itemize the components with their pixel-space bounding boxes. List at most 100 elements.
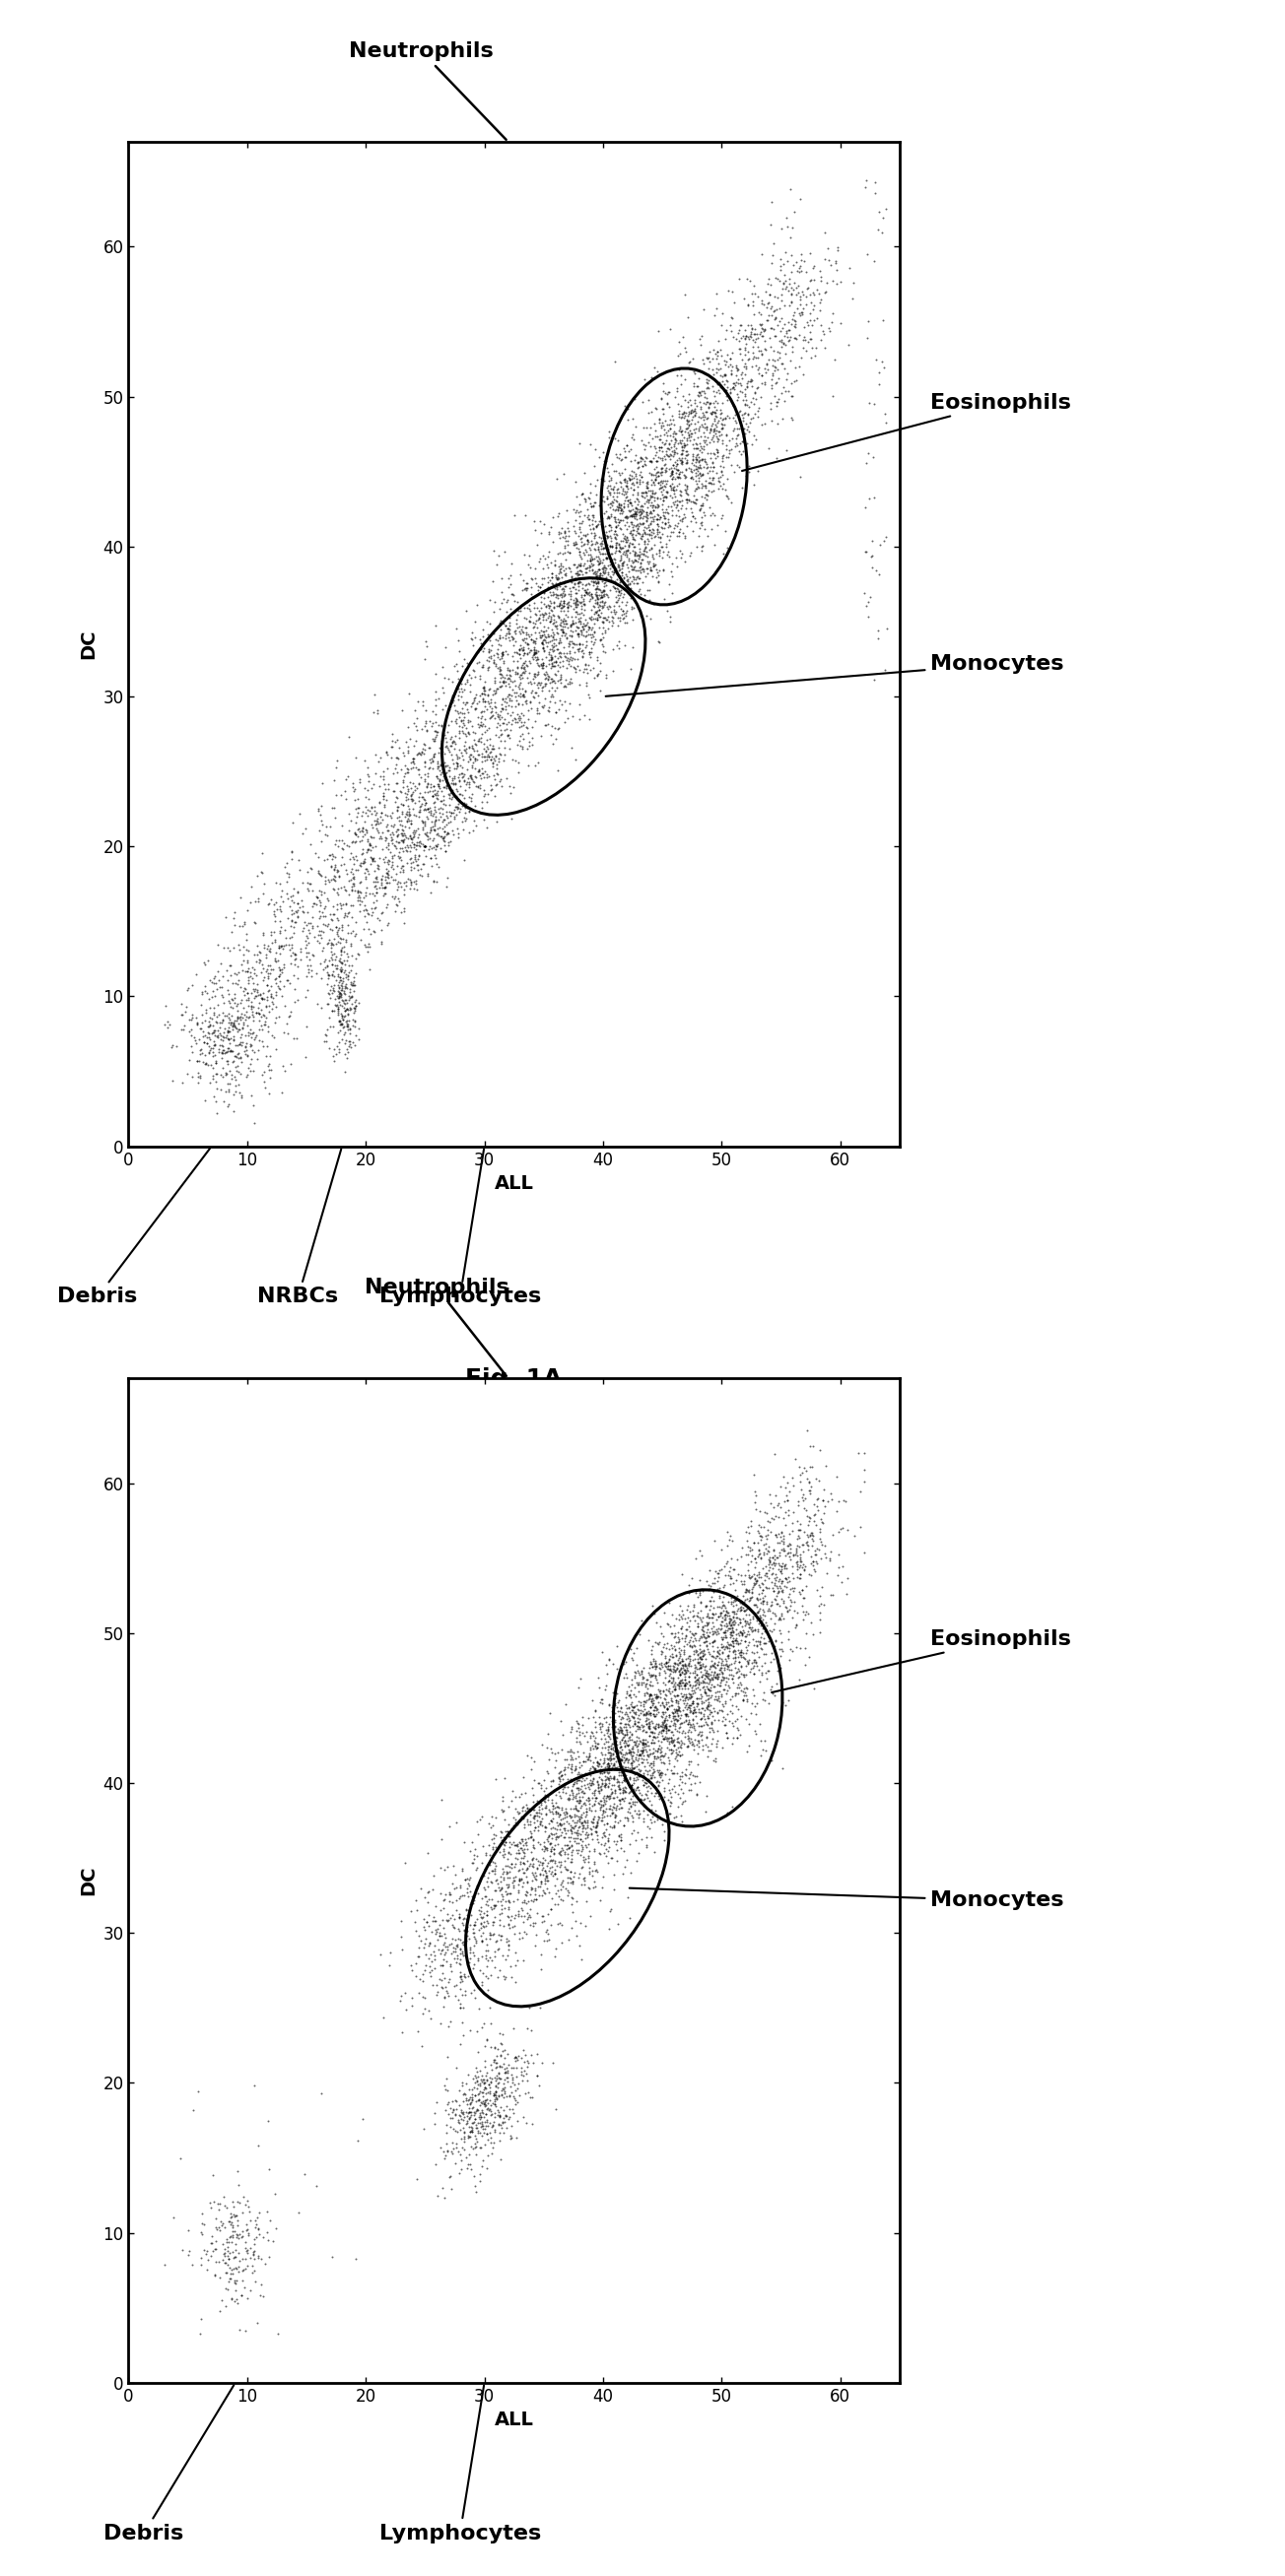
Point [654, 451, 675, 492]
Point [784, 1569, 804, 1610]
Point [591, 1703, 612, 1744]
Point [669, 1633, 690, 1674]
Point [560, 631, 581, 672]
Point [522, 672, 542, 714]
Point [708, 1631, 729, 1672]
Point [338, 1005, 359, 1046]
Point [609, 1747, 630, 1788]
Point [382, 796, 402, 837]
Point [649, 456, 669, 497]
Point [569, 1759, 590, 1801]
Point [794, 1486, 815, 1528]
Point [450, 1911, 470, 1953]
Point [518, 690, 538, 732]
Point [729, 1613, 749, 1654]
Point [675, 1695, 695, 1736]
Point [622, 1783, 642, 1824]
Point [352, 791, 373, 832]
Point [533, 611, 554, 652]
Point [756, 1528, 776, 1569]
Point [775, 1543, 795, 1584]
Point [756, 1633, 776, 1674]
Point [726, 1672, 747, 1713]
Point [509, 1850, 529, 1891]
Point [483, 1888, 504, 1929]
Point [204, 1020, 225, 1061]
Point [452, 809, 473, 850]
Point [792, 291, 812, 332]
Point [596, 1803, 617, 1844]
Point [581, 1808, 601, 1850]
Point [617, 1656, 637, 1698]
Point [722, 1692, 743, 1734]
Point [439, 1873, 460, 1914]
Point [332, 945, 352, 987]
Point [725, 363, 745, 404]
Point [477, 2099, 497, 2141]
Text: Monocytes: Monocytes [605, 654, 1064, 696]
Point [362, 837, 383, 878]
Point [711, 1600, 731, 1641]
Point [451, 1960, 472, 2002]
Point [721, 1625, 741, 1667]
Point [672, 1595, 693, 1636]
Point [509, 667, 529, 708]
Point [563, 489, 583, 531]
Point [550, 585, 571, 626]
Point [218, 1007, 239, 1048]
Point [460, 665, 481, 706]
Point [190, 1007, 211, 1048]
Point [586, 1814, 607, 1855]
Point [531, 1801, 551, 1842]
Point [640, 469, 660, 510]
Point [581, 598, 601, 639]
Point [659, 425, 680, 466]
Point [675, 273, 695, 314]
Point [675, 1754, 695, 1795]
Point [334, 969, 355, 1010]
Point [680, 1765, 700, 1806]
Point [441, 1950, 461, 1991]
Point [562, 1765, 582, 1806]
Point [603, 1726, 623, 1767]
Point [666, 505, 686, 546]
Point [810, 1600, 830, 1641]
Point [209, 2257, 230, 2298]
Point [484, 2074, 505, 2115]
Point [235, 1033, 256, 1074]
Point [658, 1770, 678, 1811]
Point [662, 544, 682, 585]
Point [632, 1723, 653, 1765]
Point [551, 1754, 572, 1795]
Point [695, 1587, 716, 1628]
Point [551, 608, 572, 649]
Point [718, 1592, 739, 1633]
Point [546, 623, 567, 665]
Point [447, 739, 468, 781]
Point [470, 1896, 491, 1937]
Point [565, 1775, 586, 1816]
Point [648, 1703, 668, 1744]
Point [460, 2107, 481, 2148]
Point [528, 639, 549, 680]
Point [576, 551, 596, 592]
Point [418, 726, 438, 768]
Point [756, 1533, 776, 1574]
Point [763, 1564, 784, 1605]
Point [465, 600, 486, 641]
Point [639, 1654, 659, 1695]
Point [612, 1736, 632, 1777]
Point [658, 1780, 678, 1821]
Point [648, 456, 668, 497]
Point [549, 1803, 569, 1844]
Point [361, 837, 382, 878]
Point [323, 935, 343, 976]
Point [577, 1780, 598, 1821]
Point [752, 314, 772, 355]
Point [559, 582, 580, 623]
Point [540, 1904, 560, 1945]
Point [213, 2233, 234, 2275]
Point [401, 747, 421, 788]
Point [497, 1844, 518, 1886]
Point [447, 1924, 468, 1965]
